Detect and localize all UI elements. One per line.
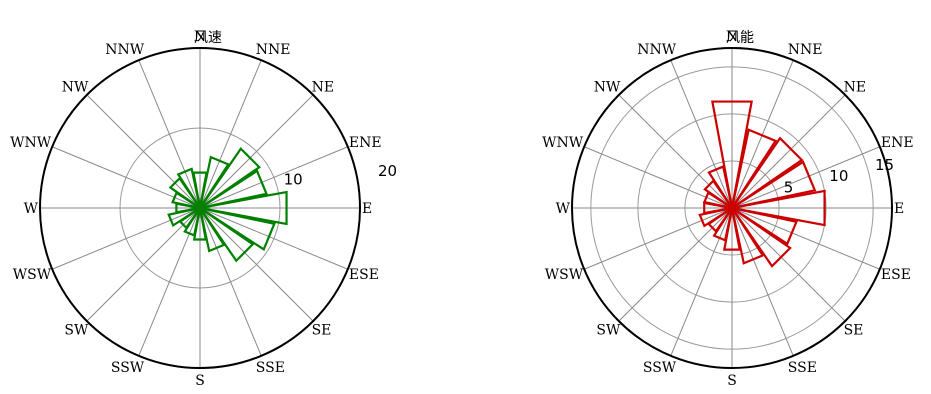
grid-spoke <box>670 207 733 357</box>
grid-spoke <box>199 207 314 322</box>
grid-spoke <box>51 207 201 270</box>
grid-spoke <box>51 146 201 209</box>
direction-label-ssw: SSW <box>643 360 677 376</box>
grid-spoke <box>618 207 733 322</box>
grid-spoke <box>199 146 349 209</box>
direction-label-nne: NNE <box>256 42 291 58</box>
direction-label-se: SE <box>844 323 864 339</box>
chart-title: 风能 <box>726 30 754 46</box>
grid-spoke <box>618 94 733 209</box>
grid-spoke <box>199 207 349 270</box>
outer-circle <box>571 47 893 369</box>
direction-label-n: N <box>726 29 738 45</box>
direction-label-nw: NW <box>594 79 621 95</box>
direction-label-nw: NW <box>62 79 89 95</box>
rose-petal-ene <box>731 160 817 210</box>
wind-speed-rose-panel: N NNE NE ENE E ESE SE SSE S SSW SW WSW W WNW NW NNW 10 20… <box>10 29 397 389</box>
direction-label-nne: NNE <box>788 42 823 58</box>
rose-petal-e <box>731 189 826 227</box>
grid-spoke <box>138 59 201 209</box>
rose-petal-nnw <box>176 167 202 209</box>
grid-spoke <box>199 94 314 209</box>
grid-spoke <box>199 59 262 209</box>
direction-label-ene: ENE <box>349 135 382 151</box>
direction-label-ssw: SSW <box>111 360 145 376</box>
grid-spoke <box>583 146 733 209</box>
direction-label-sse: SSE <box>788 360 817 376</box>
direction-label-w: W <box>556 201 571 217</box>
grid-spoke <box>731 94 846 209</box>
grid-spoke <box>731 207 794 357</box>
grid-spoke <box>731 207 846 322</box>
grid-spoke <box>86 207 201 322</box>
wind-energy-rose-panel: N NNE NE ENE E ESE SE SSE S SSW SW WSW W WNW NW NNW 5 10 1… <box>542 29 914 389</box>
direction-label-sse: SSE <box>256 360 285 376</box>
grid-spoke <box>86 94 201 209</box>
grid-spoke <box>731 59 794 209</box>
radial-tick-label: 10 <box>284 171 303 189</box>
direction-label-wnw: WNW <box>542 135 584 151</box>
grid-spoke <box>731 146 881 209</box>
grid-spoke <box>138 207 201 357</box>
direction-label-s: S <box>727 373 737 389</box>
direction-label-n: N <box>194 29 206 45</box>
direction-label-s: S <box>195 373 205 389</box>
direction-label-wsw: WSW <box>13 267 52 283</box>
direction-label-e: E <box>362 201 372 217</box>
radial-tick-label: 15 <box>875 156 894 174</box>
direction-label-ese: ESE <box>881 267 911 283</box>
direction-label-ene: ENE <box>881 135 914 151</box>
direction-label-e: E <box>894 201 904 217</box>
radial-tick-label: 5 <box>784 179 794 197</box>
direction-label-ne: NE <box>844 79 866 95</box>
grid-spoke <box>731 207 881 270</box>
grid-spoke <box>670 59 733 209</box>
direction-label-w: W <box>24 201 39 217</box>
rose-petal-e <box>199 190 288 226</box>
direction-label-wsw: WSW <box>545 267 584 283</box>
radial-tick-label: 10 <box>829 167 848 185</box>
direction-label-se: SE <box>312 323 332 339</box>
grid-spoke <box>583 207 733 270</box>
direction-label-ne: NE <box>312 79 334 95</box>
direction-label-sw: SW <box>596 323 621 339</box>
direction-label-nnw: NNW <box>637 42 677 58</box>
direction-label-nnw: NNW <box>105 42 145 58</box>
rose-petal-n <box>711 100 753 209</box>
chart-title: 风速 <box>194 30 222 46</box>
grid-spoke <box>199 207 262 357</box>
direction-label-wnw: WNW <box>10 135 52 151</box>
direction-label-ese: ESE <box>349 267 379 283</box>
rose-petal-nnw <box>707 165 734 209</box>
outer-circle <box>39 47 361 369</box>
rose-petal-ne <box>731 136 804 209</box>
radial-tick-label: 20 <box>378 162 397 180</box>
direction-label-sw: SW <box>64 323 89 339</box>
